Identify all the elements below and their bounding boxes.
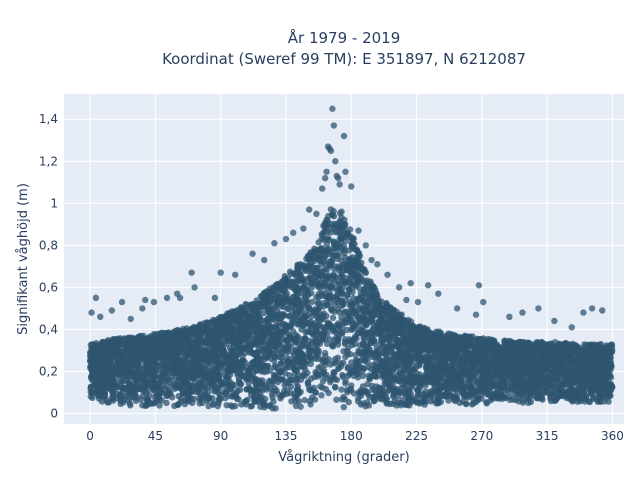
data-point — [269, 380, 276, 387]
chart-title: År 1979 - 2019 Koordinat (Sweref 99 TM):… — [0, 28, 640, 70]
data-point — [168, 394, 176, 401]
data-point — [306, 397, 314, 405]
data-point — [322, 386, 330, 393]
data-point — [292, 402, 300, 410]
data-point — [348, 338, 356, 345]
data-point — [286, 323, 293, 330]
data-point — [395, 376, 402, 383]
data-point — [275, 293, 282, 300]
data-point — [305, 275, 312, 282]
data-point — [359, 383, 367, 390]
data-point — [301, 396, 308, 404]
data-point — [284, 348, 292, 356]
data-point — [223, 402, 230, 409]
data-point — [562, 376, 569, 383]
data-point — [320, 315, 327, 323]
data-point — [383, 299, 390, 307]
data-point — [281, 343, 289, 350]
data-point — [318, 292, 325, 300]
data-point — [139, 402, 146, 409]
data-point — [328, 306, 336, 313]
data-point — [279, 376, 287, 383]
data-point — [348, 254, 356, 261]
data-point — [341, 308, 349, 315]
data-point — [473, 398, 480, 406]
data-point — [270, 398, 277, 405]
data-point — [87, 393, 95, 400]
data-point — [278, 393, 285, 400]
data-point — [315, 299, 322, 306]
data-point — [360, 400, 367, 407]
data-point — [249, 371, 257, 378]
data-point — [229, 393, 236, 400]
data-point — [301, 372, 309, 379]
data-point — [346, 247, 353, 254]
chart-title-line2: Koordinat (Sweref 99 TM): E 351897, N 62… — [162, 50, 526, 68]
data-point — [340, 284, 347, 291]
data-point — [314, 265, 321, 272]
data-point — [423, 361, 431, 369]
data-point — [311, 373, 318, 381]
data-point — [188, 388, 196, 395]
data-point — [309, 298, 316, 306]
data-point — [283, 364, 290, 371]
data-point — [225, 381, 232, 388]
data-point — [333, 396, 340, 403]
data-point — [269, 305, 276, 313]
data-point — [297, 363, 305, 370]
data-point — [330, 213, 338, 220]
data-point — [338, 208, 345, 215]
data-point — [326, 336, 334, 343]
data-point — [331, 383, 339, 391]
scatter-points — [86, 105, 616, 412]
data-point — [245, 379, 252, 387]
data-point — [171, 381, 179, 388]
data-point — [390, 378, 397, 385]
data-point — [416, 362, 423, 369]
data-point — [280, 358, 287, 365]
data-point — [339, 268, 346, 275]
data-point — [318, 392, 325, 399]
data-point — [234, 322, 241, 329]
data-point — [215, 397, 222, 404]
data-point — [327, 284, 334, 291]
data-point — [428, 358, 436, 365]
data-point — [581, 341, 588, 348]
data-point — [315, 314, 322, 321]
data-point — [259, 303, 266, 311]
data-point — [282, 370, 289, 377]
data-point — [341, 249, 348, 257]
data-point — [227, 386, 234, 393]
data-point — [338, 386, 345, 393]
data-point — [123, 373, 130, 380]
chart-title-line1: År 1979 - 2019 — [287, 29, 401, 47]
data-point — [340, 404, 347, 411]
data-point — [433, 387, 440, 394]
data-point — [166, 379, 174, 386]
data-point — [383, 395, 391, 403]
data-point — [547, 392, 554, 399]
data-point — [367, 286, 375, 294]
data-point — [145, 392, 153, 399]
